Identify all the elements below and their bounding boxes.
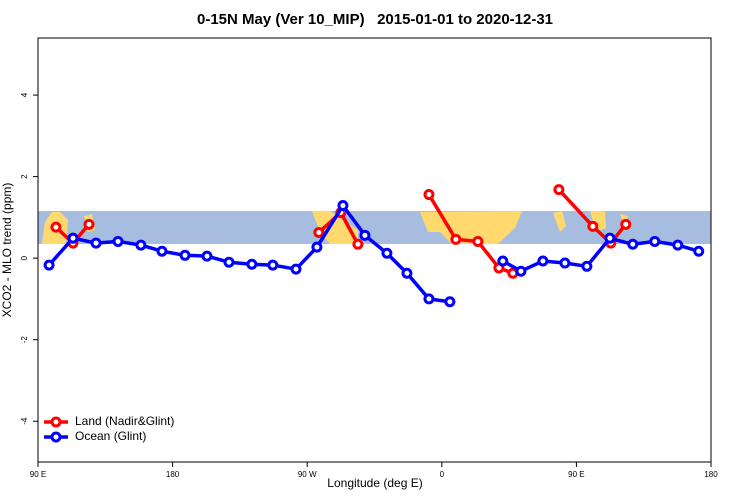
data-point xyxy=(450,233,462,245)
x-tick-label: 90 E xyxy=(30,470,46,479)
data-point xyxy=(559,257,571,269)
data-point xyxy=(223,256,235,268)
y-axis-label: XCO2 - MLO trend (ppm) xyxy=(0,183,14,318)
series-line xyxy=(557,188,628,246)
data-point xyxy=(67,232,79,244)
data-point xyxy=(135,239,147,251)
data-point xyxy=(246,258,258,270)
data-point xyxy=(201,250,213,262)
y-tick-label: 0 xyxy=(20,255,29,260)
data-point xyxy=(50,221,62,233)
data-point xyxy=(553,184,565,196)
data-point xyxy=(352,238,364,250)
x-tick-label: 90 W xyxy=(298,470,317,479)
data-point xyxy=(43,259,55,271)
data-point xyxy=(649,235,661,247)
x-tick-label: 90 E xyxy=(568,470,584,479)
plot-frame xyxy=(37,37,712,463)
data-point xyxy=(627,238,639,250)
data-point xyxy=(313,226,325,238)
y-tick-label: 4 xyxy=(20,92,29,97)
data-point xyxy=(359,229,371,241)
data-point xyxy=(423,293,435,305)
y-tick-label: -4 xyxy=(20,417,29,425)
legend-marker xyxy=(50,416,62,428)
data-point xyxy=(497,255,509,267)
data-point xyxy=(472,235,484,247)
y-tick-label: 2 xyxy=(20,174,29,179)
data-point xyxy=(112,235,124,247)
data-point xyxy=(515,265,527,277)
legend-marker xyxy=(50,431,62,443)
data-point xyxy=(444,296,456,308)
legend-label: Land (Nadir&Glint) xyxy=(75,414,174,428)
data-point xyxy=(537,255,549,267)
legend-label: Ocean (Glint) xyxy=(75,429,146,443)
data-point xyxy=(156,245,168,257)
data-point xyxy=(620,218,632,230)
x-tick-label: 180 xyxy=(166,470,180,479)
x-axis-label: Longitude (deg E) xyxy=(327,476,422,490)
chart-title: 0-15N May (Ver 10_MIP) 2015-01-01 to 202… xyxy=(197,11,553,28)
data-point xyxy=(401,267,413,279)
x-tick-label: 180 xyxy=(704,470,718,479)
data-point xyxy=(581,260,593,272)
data-point xyxy=(179,249,191,261)
data-point xyxy=(587,220,599,232)
data-point xyxy=(381,247,393,259)
data-point xyxy=(267,259,279,271)
data-point xyxy=(83,218,95,230)
data-point xyxy=(693,245,705,257)
data-point xyxy=(672,239,684,251)
data-point xyxy=(90,237,102,249)
x-tick-label: 0 xyxy=(440,470,445,479)
series-line xyxy=(501,236,700,274)
data-point xyxy=(604,232,616,244)
data-point xyxy=(337,200,349,212)
y-tick-label: -2 xyxy=(20,336,29,344)
data-point xyxy=(423,189,435,201)
data-point xyxy=(290,263,302,275)
data-point xyxy=(311,241,323,253)
